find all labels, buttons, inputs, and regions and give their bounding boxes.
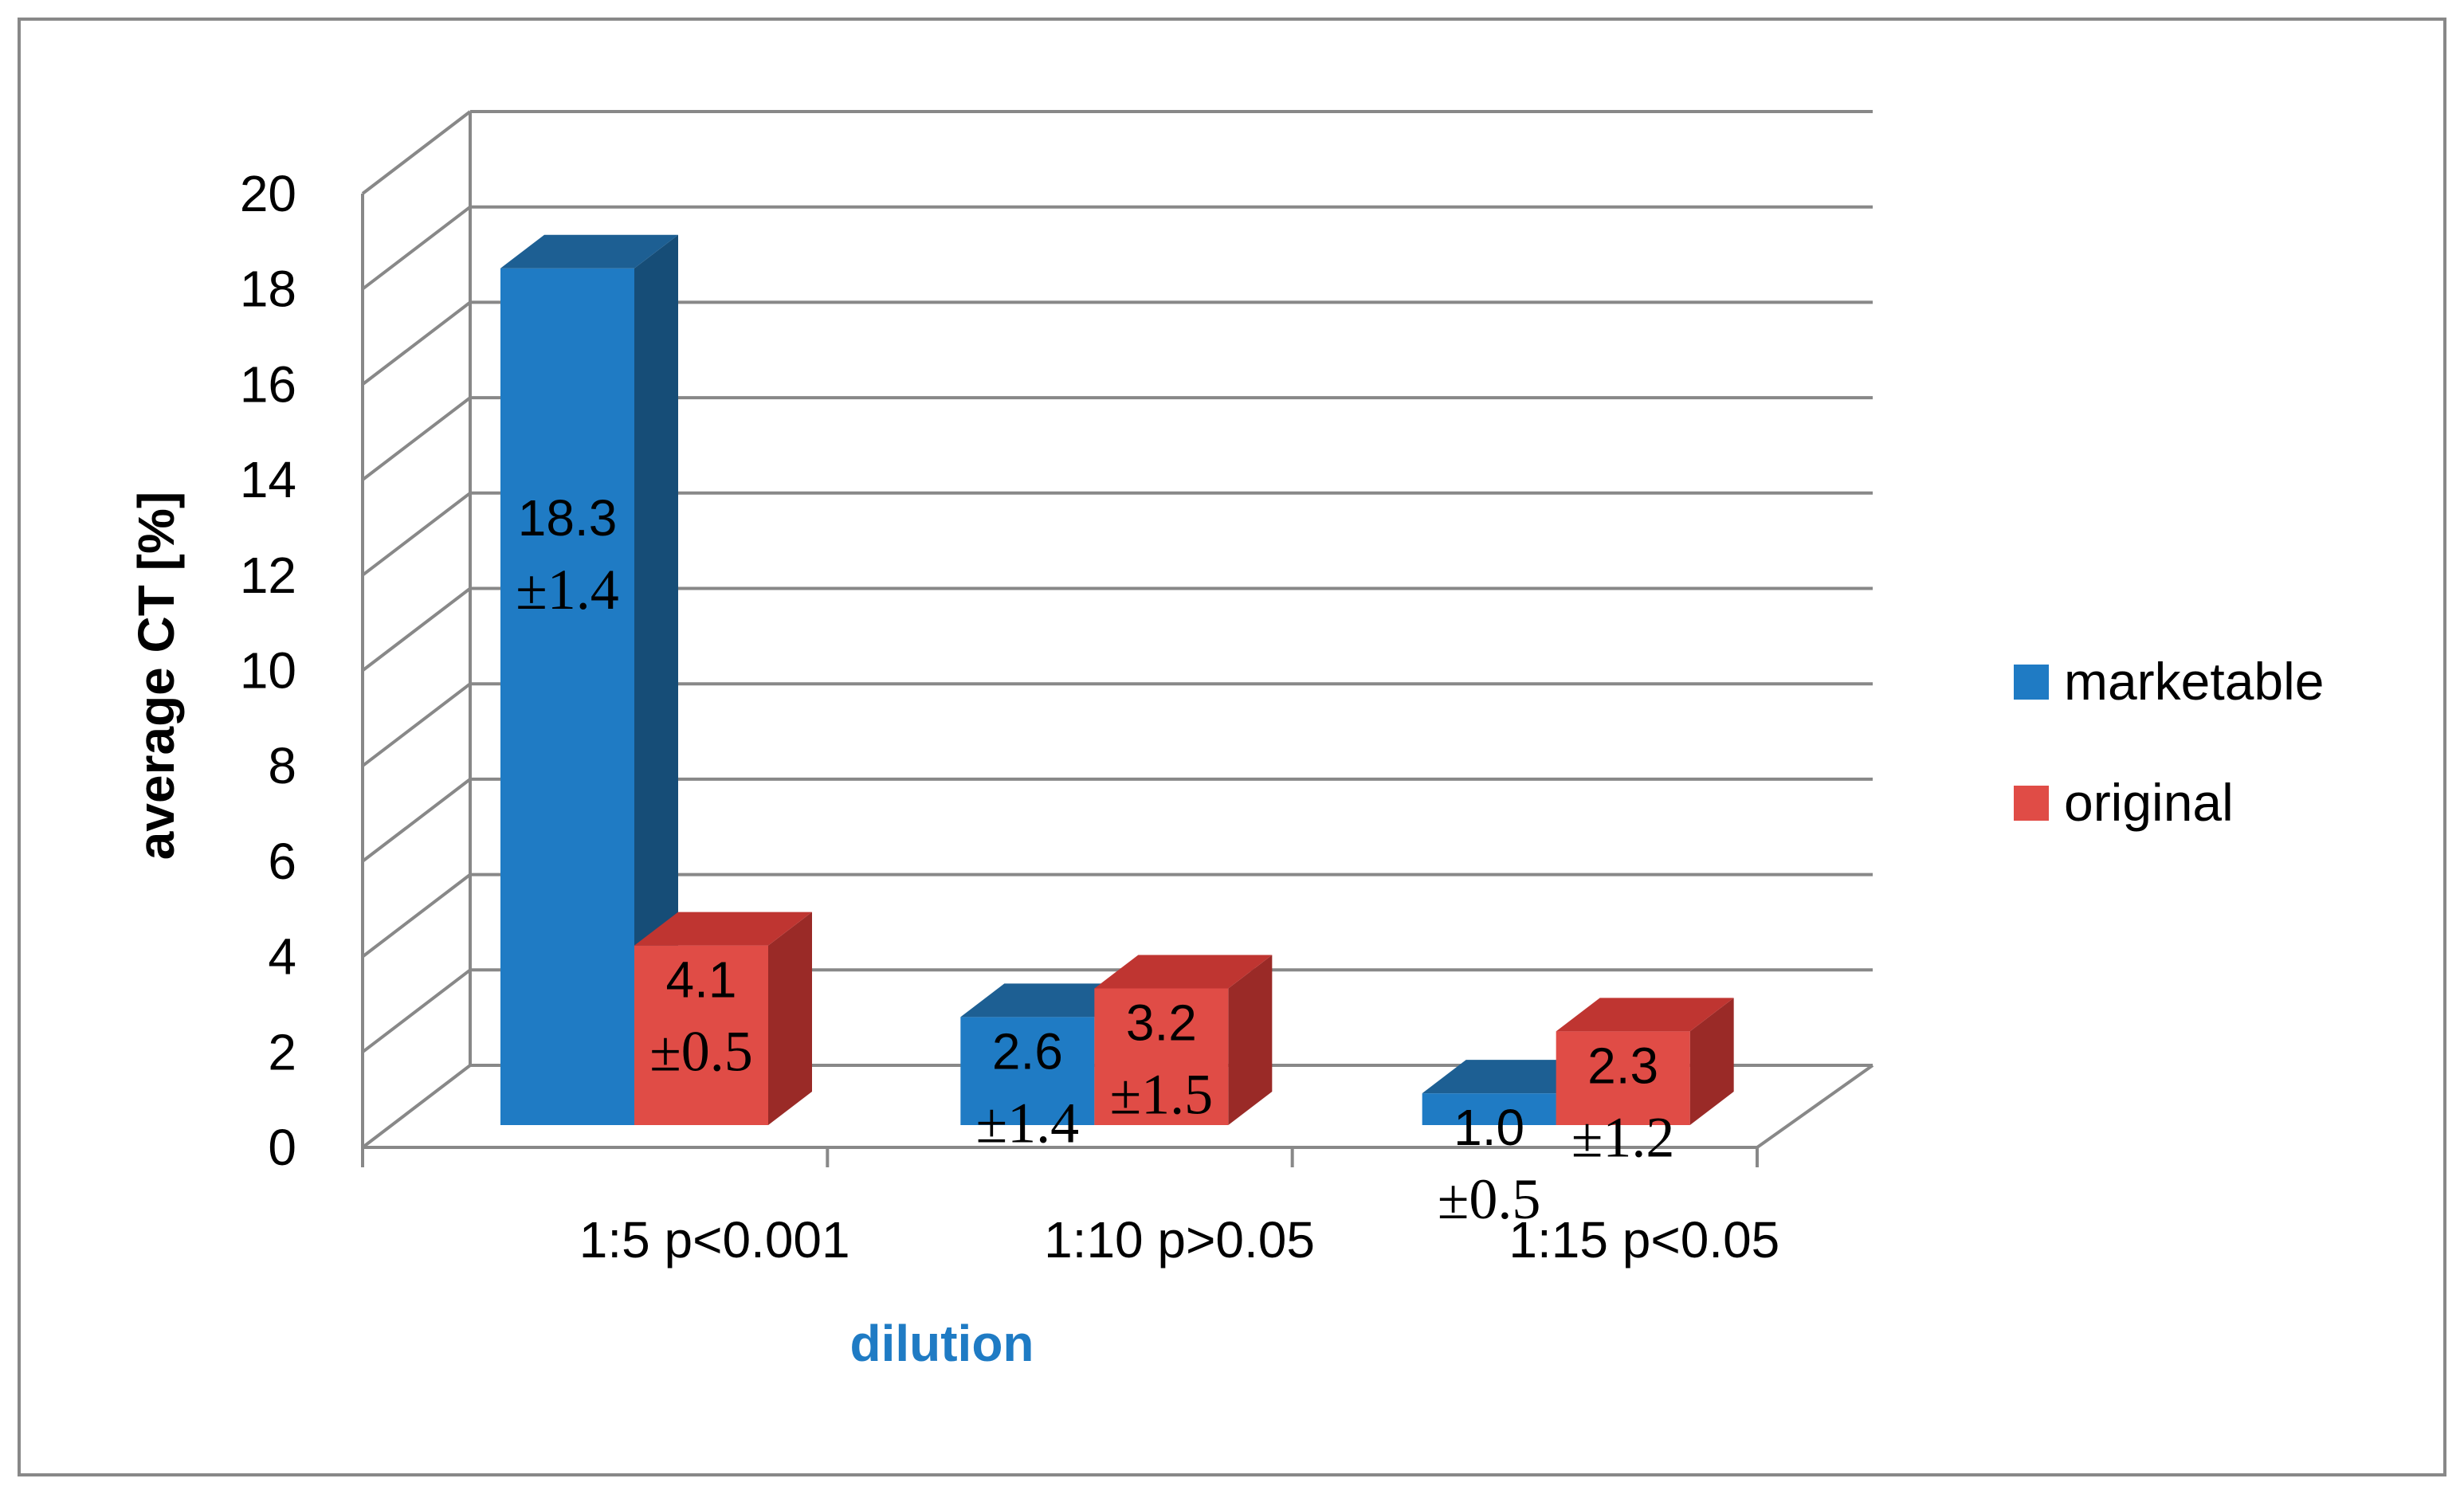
data-label-value: 2.3 xyxy=(1587,1037,1658,1094)
data-label-error: ±1.4 xyxy=(516,558,619,622)
x-tick-label: 1:5 p<0.001 xyxy=(579,1211,850,1269)
y-tick-label: 18 xyxy=(240,261,296,318)
gridline-side xyxy=(361,300,472,386)
data-label-value: 3.2 xyxy=(1126,994,1197,1051)
x-tick-label: 1:15 p<0.05 xyxy=(1509,1211,1779,1269)
legend-label-marketable: marketable xyxy=(2064,652,2325,711)
data-label-value: 2.6 xyxy=(992,1022,1063,1080)
bar-front xyxy=(1422,1093,1556,1125)
bar-top xyxy=(960,983,1139,1018)
y-tick-label: 2 xyxy=(268,1023,296,1080)
bar-marketable-0 xyxy=(500,234,678,1125)
gridline-side xyxy=(361,873,472,959)
gridline-side xyxy=(361,110,472,195)
bar-side xyxy=(634,234,678,1125)
bar-side xyxy=(1689,998,1734,1125)
bar-front xyxy=(960,1017,1095,1125)
y-tick-label: 16 xyxy=(240,355,296,413)
bar-front xyxy=(1094,988,1229,1125)
bar-top xyxy=(1094,955,1273,989)
data-label-value: 1.0 xyxy=(1454,1099,1524,1156)
gridline-side xyxy=(361,492,472,577)
bar-top xyxy=(500,234,678,269)
bar-original-1 xyxy=(1094,955,1273,1125)
bar-top xyxy=(1422,1060,1600,1094)
y-tick-label: 14 xyxy=(240,451,296,508)
y-tick-label: 6 xyxy=(268,833,296,890)
x-tick-label: 1:10 p>0.05 xyxy=(1044,1211,1315,1269)
y-tick-label: 0 xyxy=(268,1119,296,1176)
data-label-error: ±1.5 xyxy=(1110,1062,1214,1126)
x-axis-title: dilution xyxy=(849,1315,1034,1372)
legend-label-original: original xyxy=(2064,773,2234,832)
data-label-value: 18.3 xyxy=(518,489,618,547)
bar-front xyxy=(634,945,768,1125)
plot-area: 0 2 4 6 8 10 12 14 16 18 20 18.3 ±1.4 4.1 ±0.5 1:5 p<0.… xyxy=(240,110,1874,1269)
chart-border xyxy=(18,18,2446,1476)
gridline-side xyxy=(361,586,472,672)
gridline-side xyxy=(361,396,472,481)
bar-original-0 xyxy=(634,912,812,1125)
bar-original-2 xyxy=(1556,998,1734,1125)
data-label-error: ±1.4 xyxy=(976,1091,1080,1155)
legend-swatch-original xyxy=(2014,786,2049,821)
y-axis-title: average CT [%] xyxy=(128,492,185,860)
gridline-side xyxy=(361,1064,472,1149)
gridline-side xyxy=(361,682,472,767)
legend: marketable original xyxy=(2014,652,2325,832)
bar-side xyxy=(768,912,812,1125)
data-label-value: 4.1 xyxy=(666,951,737,1009)
bar-side xyxy=(1228,955,1273,1125)
floor-right-edge xyxy=(1756,1064,1874,1149)
bar-top xyxy=(1556,998,1734,1032)
y-tick-label: 12 xyxy=(240,547,296,604)
gridline-side xyxy=(361,968,472,1053)
bar-front xyxy=(1556,1031,1690,1125)
data-label-error: ±1.2 xyxy=(1571,1105,1675,1169)
gridline-side xyxy=(361,206,472,291)
data-label-error: ±0.5 xyxy=(649,1020,753,1084)
y-tick-label: 8 xyxy=(268,737,296,794)
y-tick-label: 4 xyxy=(268,928,296,986)
bar-top xyxy=(634,912,812,946)
bar-front xyxy=(500,268,634,1125)
y-tick-label: 10 xyxy=(240,642,296,700)
legend-swatch-marketable xyxy=(2014,665,2049,700)
y-tick-label: 20 xyxy=(240,165,296,222)
data-label-error: ±0.5 xyxy=(1438,1167,1541,1231)
gridline-side xyxy=(361,778,472,863)
